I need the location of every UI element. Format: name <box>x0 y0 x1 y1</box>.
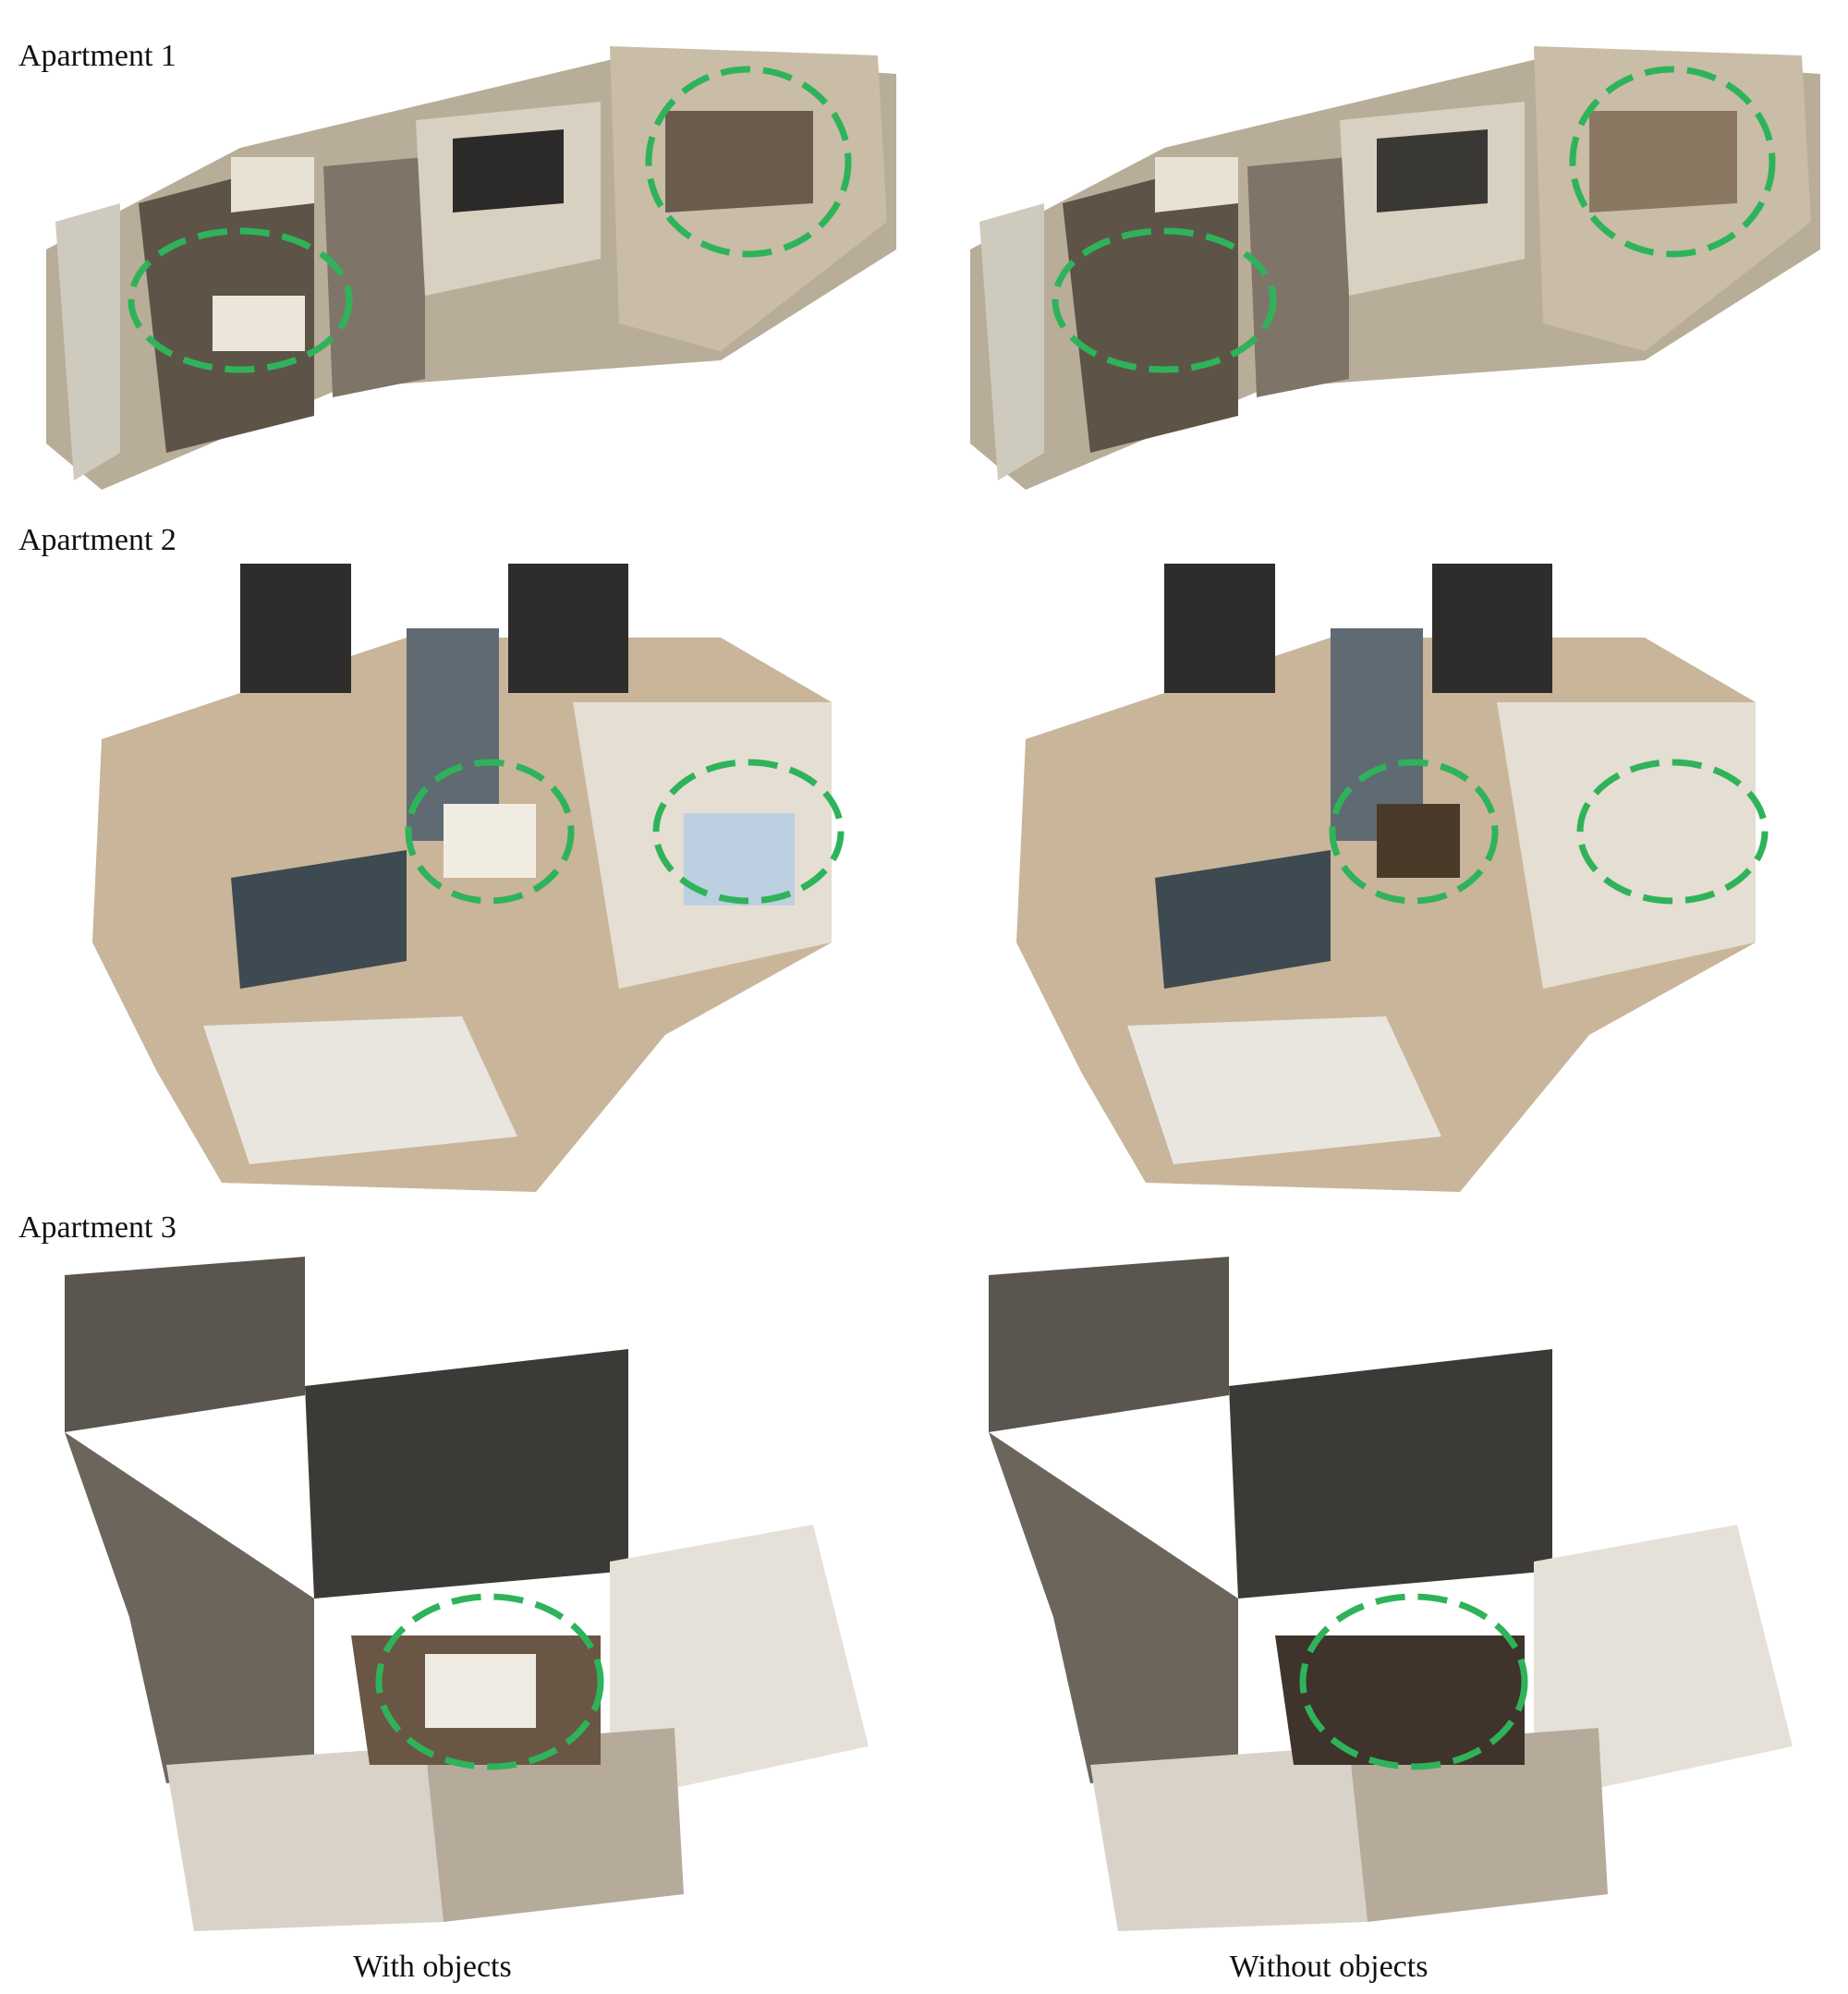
apartment-1-without-objects-render <box>942 18 1830 490</box>
highlight-circle <box>1052 227 1277 373</box>
highlight-circle <box>1299 1593 1528 1770</box>
apartment-2-with-objects-render <box>18 554 906 1192</box>
apartment-3-with-objects-render <box>37 1247 906 1931</box>
column-label-without-objects: Without objects <box>1229 1950 1429 1984</box>
highlight-circle <box>405 759 575 905</box>
highlight-circle <box>1576 759 1769 905</box>
column-label-with-objects: With objects <box>353 1950 512 1984</box>
apartment-2-without-objects-render <box>942 554 1830 1192</box>
row-label-apartment-3: Apartment 3 <box>18 1210 176 1245</box>
highlight-circle <box>128 227 353 373</box>
highlight-circle <box>652 759 845 905</box>
apartment-3-without-objects-render <box>961 1247 1830 1931</box>
row-label-apartment-1: Apartment 1 <box>18 39 176 73</box>
highlight-circle <box>375 1593 604 1770</box>
apartment-1-with-objects-render <box>18 18 906 490</box>
highlight-circle <box>1329 759 1499 905</box>
highlight-circle <box>1569 66 1776 258</box>
highlight-circle <box>645 66 852 258</box>
row-label-apartment-2: Apartment 2 <box>18 523 176 557</box>
